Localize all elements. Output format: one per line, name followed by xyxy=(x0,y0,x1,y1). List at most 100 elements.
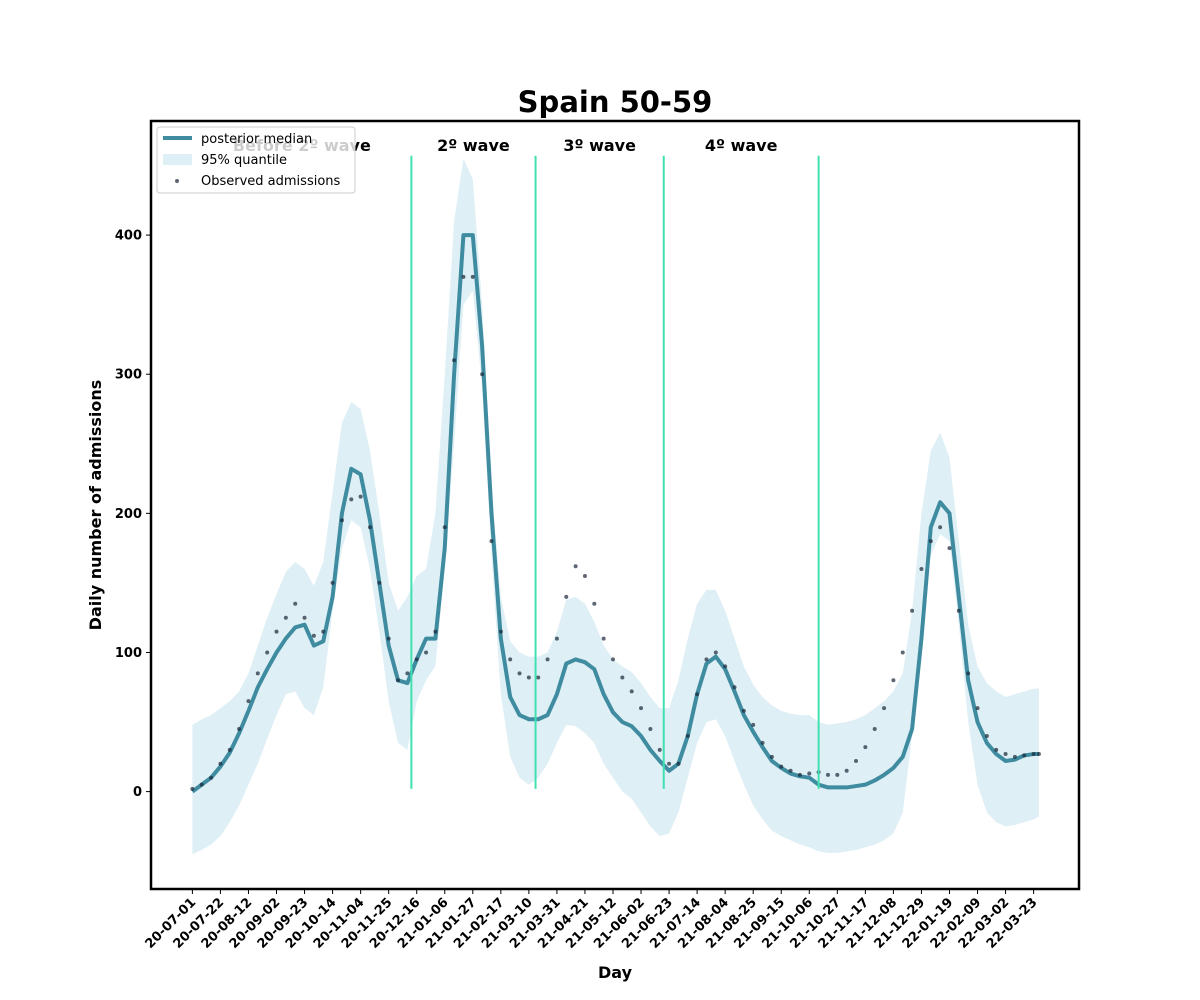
observed-point xyxy=(564,594,569,599)
observed-point xyxy=(601,636,606,641)
y-tick-label: 200 xyxy=(115,507,142,522)
observed-point xyxy=(854,759,859,763)
observed-point xyxy=(405,671,410,676)
observed-point xyxy=(480,372,485,377)
legend-label: Observed admissions xyxy=(201,174,341,189)
legend-label: posterior median xyxy=(201,132,312,147)
observed-point xyxy=(367,525,372,530)
y-axis-label: Daily number of admissions xyxy=(86,380,105,631)
observed-point xyxy=(966,671,971,676)
legend-dot xyxy=(175,179,179,183)
observed-point xyxy=(339,518,344,523)
observed-point xyxy=(442,525,447,530)
observed-point xyxy=(610,657,615,662)
observed-point xyxy=(1003,752,1008,757)
wave-label: 3º wave xyxy=(563,136,636,155)
observed-point xyxy=(657,747,662,752)
quantile-band xyxy=(192,158,1039,855)
observed-point xyxy=(910,608,915,613)
observed-point xyxy=(218,761,223,766)
observed-point xyxy=(209,775,214,780)
legend: posterior median 95% quantile Observed adm… xyxy=(156,126,356,194)
observed-point xyxy=(508,657,513,662)
observed-point xyxy=(938,525,943,530)
observed-point xyxy=(424,650,429,655)
observed-point xyxy=(797,772,802,777)
observed-point xyxy=(741,708,746,713)
observed-point xyxy=(751,722,756,727)
observed-point xyxy=(526,675,531,680)
observed-point xyxy=(685,733,690,738)
observed-point xyxy=(246,699,251,704)
observed-point xyxy=(639,706,644,711)
observed-point xyxy=(704,657,709,662)
observed-point xyxy=(872,727,877,731)
observed-point xyxy=(732,685,737,690)
observed-point xyxy=(386,636,391,641)
observed-point xyxy=(676,761,681,766)
x-axis-label: Day xyxy=(598,963,633,982)
observed-point xyxy=(891,678,896,683)
observed-point xyxy=(461,274,466,279)
observed-point xyxy=(237,727,242,731)
observed-point xyxy=(807,771,812,776)
observed-point xyxy=(433,629,438,634)
observed-point xyxy=(414,657,419,662)
observed-point xyxy=(620,675,625,680)
wave-label: 4º wave xyxy=(705,136,778,155)
observed-point xyxy=(994,747,999,752)
observed-point xyxy=(825,772,830,777)
observed-point xyxy=(396,678,401,683)
observed-point xyxy=(265,650,270,655)
observed-point xyxy=(321,629,326,634)
observed-point xyxy=(844,768,849,773)
y-tick-label: 100 xyxy=(115,646,142,661)
observed-point xyxy=(975,706,980,711)
observed-point xyxy=(629,689,634,694)
observed-point xyxy=(956,608,961,613)
observed-point xyxy=(648,727,653,731)
observed-point xyxy=(769,754,774,759)
observed-point xyxy=(667,761,672,766)
observed-point xyxy=(723,664,728,669)
plot-frame xyxy=(149,119,1081,891)
observed-point xyxy=(536,675,541,680)
observed-point xyxy=(900,650,905,655)
observed-point xyxy=(947,546,952,551)
observed-point xyxy=(835,772,840,777)
observed-point xyxy=(882,706,887,711)
observed-point xyxy=(349,497,354,502)
observed-point xyxy=(358,494,363,499)
observed-point xyxy=(1012,754,1017,759)
observed-point xyxy=(695,692,700,697)
observed-point xyxy=(545,657,550,662)
observed-point xyxy=(1031,752,1036,757)
observed-point xyxy=(554,636,559,641)
observed-point xyxy=(377,580,382,585)
observed-point xyxy=(863,745,868,750)
observed-point xyxy=(489,539,494,544)
observed-point xyxy=(582,573,587,578)
observed-point xyxy=(788,768,793,773)
observed-point xyxy=(311,633,316,638)
observed-point xyxy=(984,733,989,738)
observed-point xyxy=(330,580,335,585)
observed-point xyxy=(190,786,195,791)
observed-point xyxy=(199,782,204,787)
observed-point xyxy=(452,358,457,363)
observed-point xyxy=(293,601,298,606)
legend-patch xyxy=(163,154,192,165)
observed-point xyxy=(227,747,232,752)
y-tick-label: 400 xyxy=(115,229,142,244)
observed-point xyxy=(713,650,718,655)
observed-point xyxy=(1036,752,1041,757)
observed-point xyxy=(592,601,597,606)
observed-point xyxy=(274,629,279,634)
observed-point xyxy=(919,567,924,571)
observed-point xyxy=(573,564,578,569)
observed-point xyxy=(779,764,784,769)
observed-point xyxy=(498,629,503,634)
y-tick-label: 0 xyxy=(133,785,142,800)
observed-point xyxy=(255,671,260,676)
